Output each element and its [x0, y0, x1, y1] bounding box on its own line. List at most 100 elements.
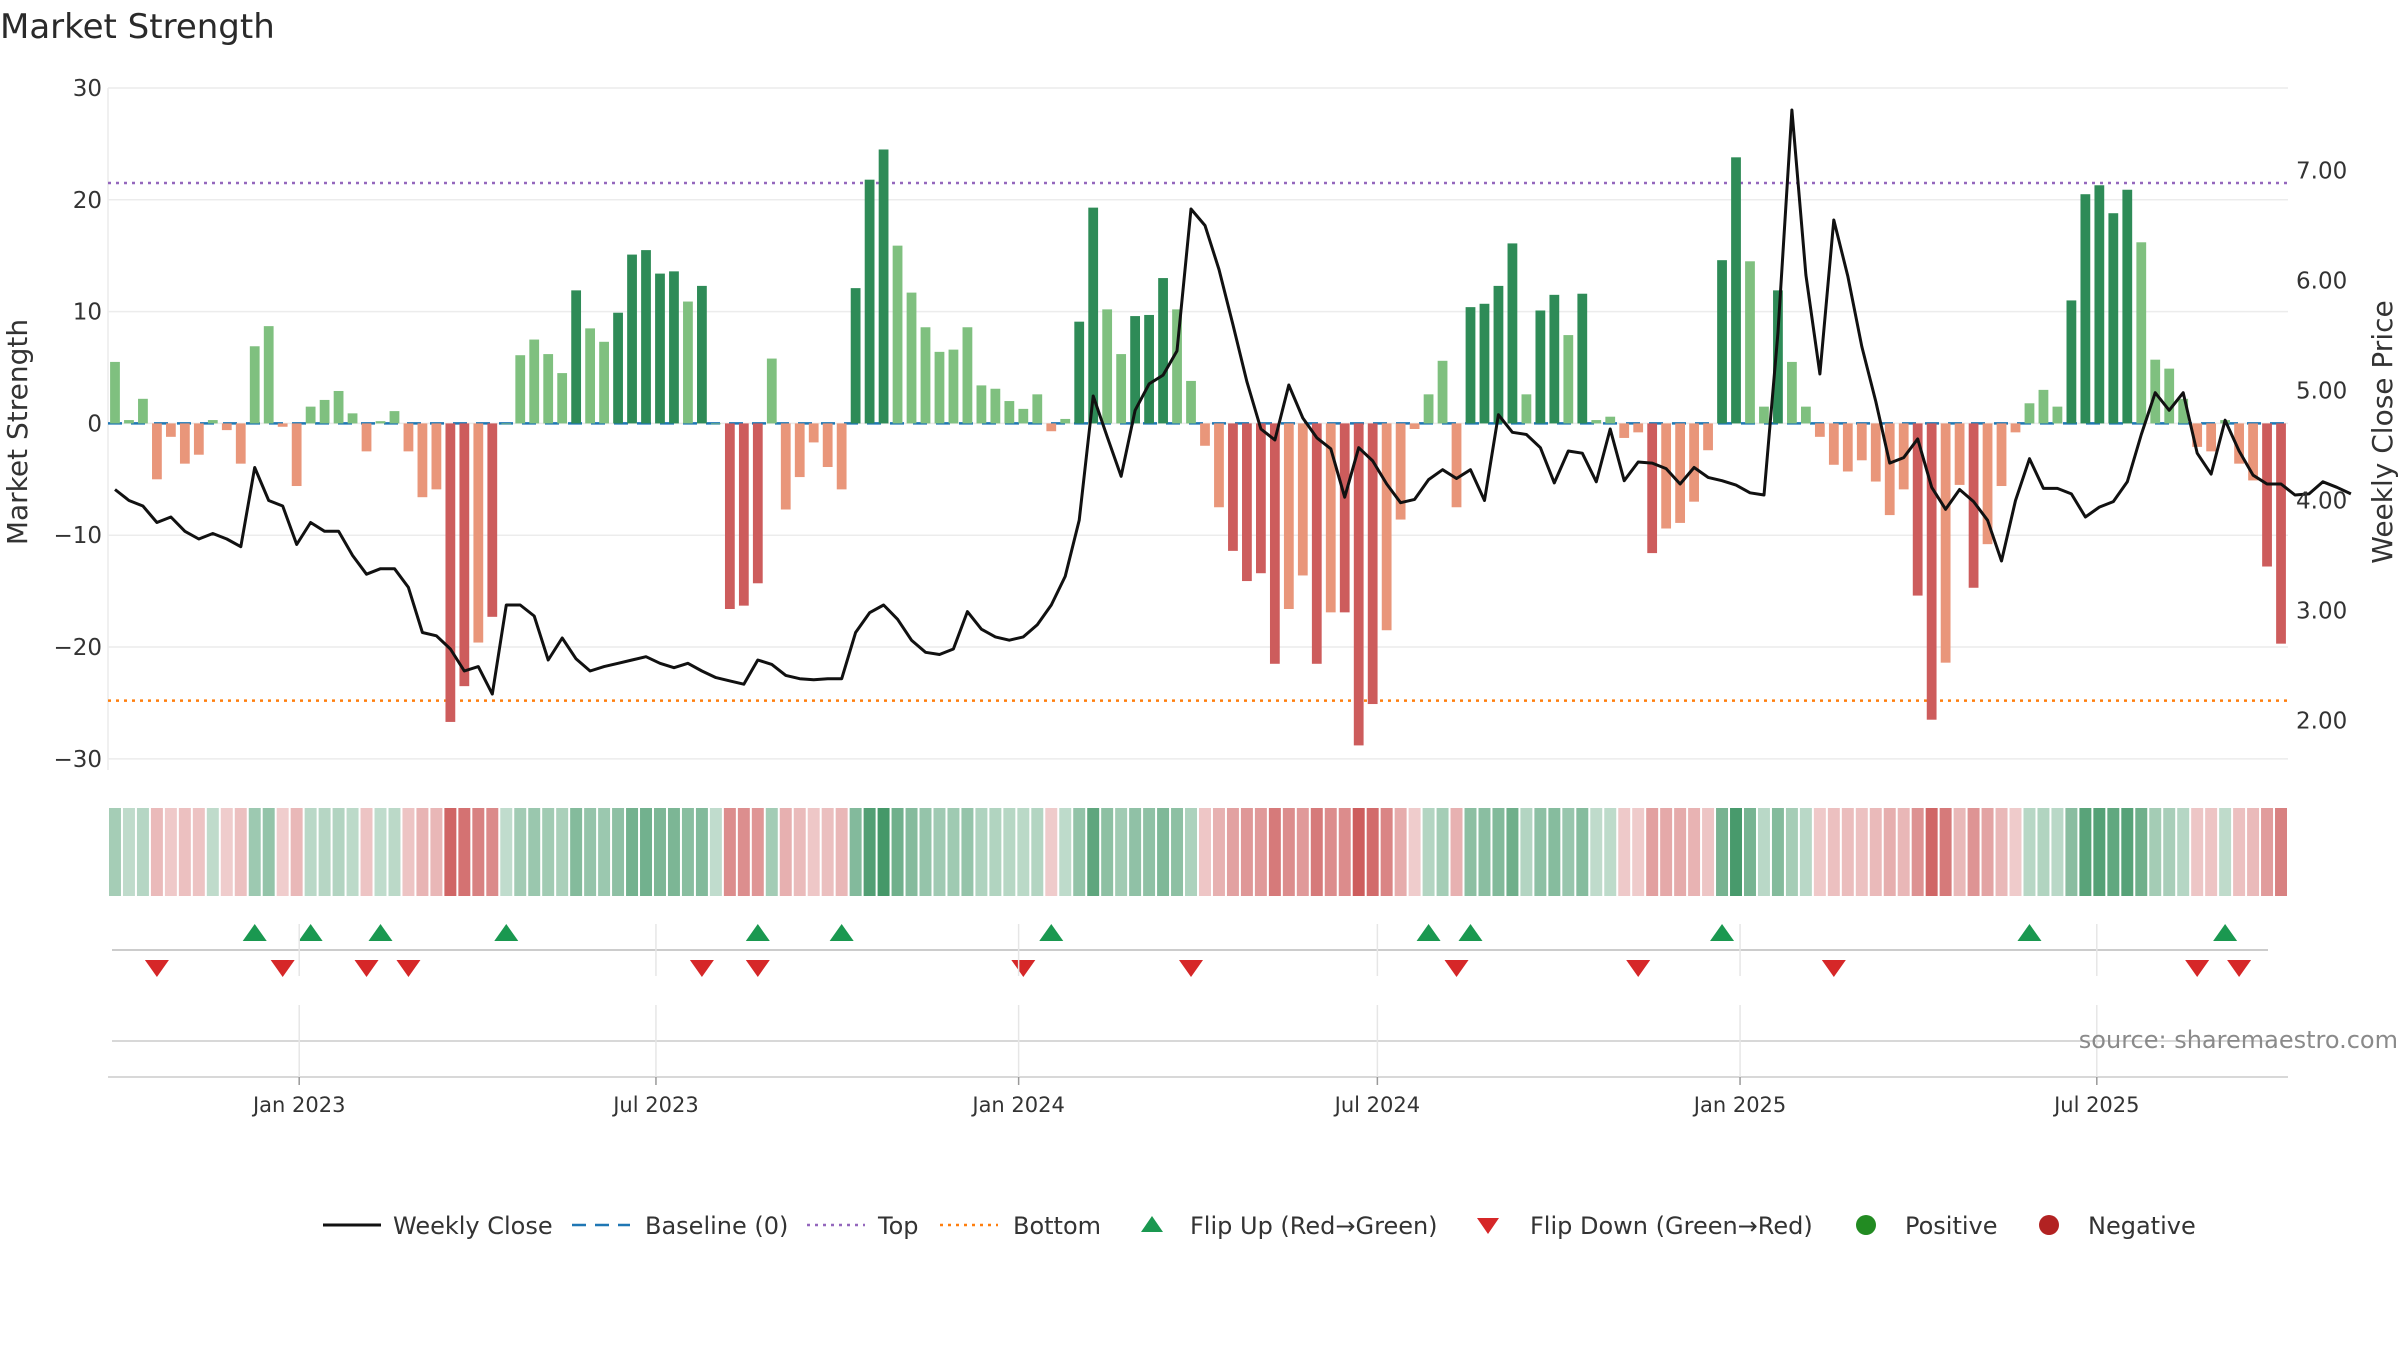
strength-bar: [165, 423, 176, 437]
heat-cell: [1730, 808, 1742, 896]
heat-cell: [1115, 808, 1128, 896]
left-tick-label: 30: [73, 76, 102, 102]
heat-cell: [1911, 808, 1924, 896]
grid: [107, 87, 2288, 770]
flip-up-marker: [298, 924, 323, 941]
heat-cell: [2191, 808, 2204, 896]
legend-swatch: [1141, 1216, 1163, 1232]
strength-bar: [1661, 423, 1672, 529]
legend-label: Flip Down (Green→Red): [1530, 1212, 1813, 1240]
strength-bar: [1465, 307, 1476, 424]
strength-bar: [515, 355, 526, 424]
legend-swatch: [1856, 1215, 1876, 1235]
heat-cell: [1296, 808, 1309, 896]
heat-cell: [1366, 808, 1379, 896]
heat-cell: [1157, 808, 1170, 896]
strength-bar: [2052, 406, 2063, 424]
legend-item: Weekly Close: [323, 1212, 553, 1240]
flip-down-marker: [144, 960, 169, 977]
strength-bar: [1018, 408, 1029, 424]
heat-cell: [947, 808, 960, 896]
strength-bar: [1926, 423, 1937, 720]
heat-cell: [863, 808, 876, 896]
left-axis-label: Market Strength: [1, 319, 34, 545]
strength-bar: [892, 245, 903, 424]
strength-bar: [2192, 423, 2203, 447]
heat-cell: [109, 808, 121, 896]
strength-bar: [1745, 261, 1755, 424]
strength-bar: [1395, 423, 1406, 520]
strength-bar: [1144, 314, 1154, 424]
strength-bar: [459, 423, 470, 687]
heat-cell: [486, 808, 499, 896]
heat-cell: [1716, 808, 1729, 896]
heat-cell: [1212, 808, 1225, 896]
heat-cell: [975, 808, 988, 896]
strength-bar: [599, 341, 609, 424]
strength-bar: [2248, 423, 2258, 481]
strength-bar: [277, 423, 288, 427]
heat-cell: [1310, 808, 1323, 896]
time-axis: Jan 2023 Jul 2023 Jan 2024 Jul 2024 Jan 2025…: [108, 924, 2288, 1117]
strength-bar: [1228, 423, 1238, 551]
heat-cell: [1352, 808, 1365, 896]
heat-cell: [654, 808, 666, 896]
weekly-close-line: [114, 108, 2352, 696]
right-tick-label: 3.00: [2296, 599, 2347, 625]
strength-bar: [990, 388, 1001, 424]
strength-bar: [1102, 309, 1113, 424]
left-axis-ticks: 30 20 10 0 −10 −20 −30: [53, 76, 102, 773]
heat-cell: [304, 808, 317, 896]
heat-cell: [1618, 808, 1631, 896]
heat-cell: [598, 808, 611, 896]
right-tick-label: 7.00: [2296, 159, 2347, 185]
heat-cell: [1855, 808, 1868, 896]
heat-cell: [807, 808, 820, 896]
heat-cell: [1953, 808, 1966, 896]
heat-cell: [779, 808, 792, 896]
strength-bar: [1311, 423, 1322, 664]
strength-bar: [1451, 423, 1462, 508]
right-tick-label: 6.00: [2296, 269, 2347, 295]
strength-bar: [207, 420, 218, 424]
strength-bar: [906, 292, 917, 424]
legend-swatch: [1477, 1218, 1499, 1234]
flip-down-marker: [1179, 960, 1204, 977]
heat-cell: [290, 808, 303, 896]
heat-cell: [905, 808, 918, 896]
strength-bar: [808, 423, 819, 443]
heat-cell: [1799, 808, 1812, 896]
heat-cell: [528, 808, 541, 896]
heat-cell: [1813, 808, 1826, 896]
heat-cell: [150, 808, 163, 896]
heat-cell: [821, 808, 834, 896]
heat-cell: [1674, 808, 1687, 896]
strength-bar: [1325, 423, 1336, 613]
heat-cell: [751, 808, 764, 896]
strength-bar: [752, 423, 763, 584]
strength-bar: [431, 423, 442, 490]
strength-bar: [1633, 423, 1644, 433]
strength-bar: [2136, 242, 2147, 424]
heat-cell: [542, 808, 555, 896]
legend-item: Positive: [1856, 1212, 1998, 1240]
x-tick-label: Jan 2025: [1692, 1093, 1787, 1117]
heat-cell: [122, 808, 135, 896]
strength-bar: [263, 326, 274, 424]
strength-bar: [780, 423, 791, 510]
legend-label: Weekly Close: [393, 1212, 553, 1240]
heat-cell: [1604, 808, 1617, 896]
strength-bar: [1773, 290, 1783, 424]
flip-up-marker: [1416, 924, 1441, 941]
strength-bar: [110, 361, 120, 424]
strength-bar: [1689, 423, 1699, 502]
strength-bar: [1912, 423, 1923, 596]
flip-up-marker: [829, 924, 854, 941]
heat-cell: [2079, 808, 2092, 896]
heat-cell: [1185, 808, 1197, 896]
heat-cell: [1785, 808, 1798, 896]
strength-bar: [585, 328, 596, 424]
strength-bar: [669, 271, 679, 424]
strength-bar: [641, 250, 651, 424]
